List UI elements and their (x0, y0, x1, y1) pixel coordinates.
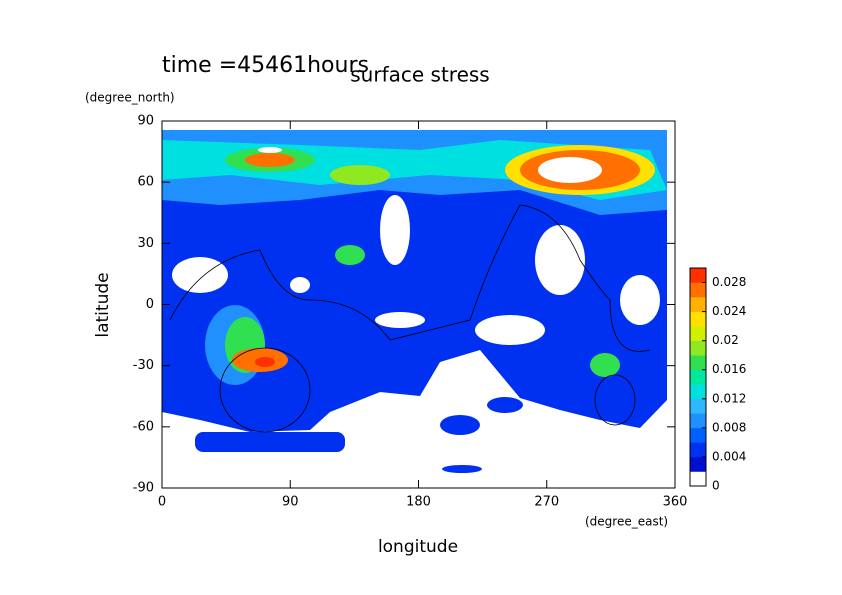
y-label: latitude (93, 272, 113, 337)
colorbar-band (690, 471, 706, 487)
x-tick-label: 360 (663, 495, 688, 510)
x-tick-label: 270 (534, 495, 559, 510)
colorbar-tick-label: 0.028 (712, 275, 746, 289)
colorbar-band (690, 413, 706, 429)
colorbar-band (690, 442, 706, 458)
colorbar-band (690, 326, 706, 341)
colorbar-band (690, 268, 706, 283)
colorbar-band (690, 282, 706, 298)
colorbar-band (690, 297, 706, 312)
chart-title: surface stress (350, 63, 489, 87)
colorbar-band (690, 398, 706, 414)
colorbar-band (690, 427, 706, 443)
x-tick-label: 180 (406, 495, 431, 510)
x-tick-label: 0 (158, 495, 166, 510)
colorbar-tick-label: 0 (712, 479, 720, 493)
colorbar-band (690, 456, 706, 472)
colorbar-frame (689, 267, 707, 487)
y-tick-label: 30 (137, 236, 154, 251)
colorbar-band (690, 355, 706, 371)
y-tick-label: 60 (137, 175, 154, 190)
x-label: longitude (378, 537, 458, 557)
y-unit: (degree_north) (85, 91, 175, 105)
y-tick-label: 0 (146, 297, 154, 312)
colorbar-band (690, 384, 706, 400)
colorbar-tick-label: 0.024 (712, 304, 746, 318)
y-tick-label: -90 (133, 481, 154, 496)
colorbar-tick-label: 0.008 (712, 420, 746, 434)
colorbar-band (690, 340, 706, 356)
y-tick-label: -60 (133, 419, 154, 434)
y-tick-label: 90 (137, 114, 154, 129)
colorbar-band (690, 369, 706, 385)
y-tick-label: -30 (133, 358, 154, 373)
colorbar-tick-label: 0.012 (712, 391, 746, 405)
x-tick-label: 90 (282, 495, 299, 510)
subtitle: time =45461hours (162, 53, 369, 78)
contour-field (162, 130, 667, 473)
colorbar-tick-label: 0.004 (712, 449, 746, 463)
colorbar-band (690, 311, 706, 327)
colorbar-tick-label: 0.016 (712, 362, 746, 376)
colorbar-tick-label: 0.02 (712, 333, 739, 347)
x-unit: (degree_east) (585, 515, 668, 529)
